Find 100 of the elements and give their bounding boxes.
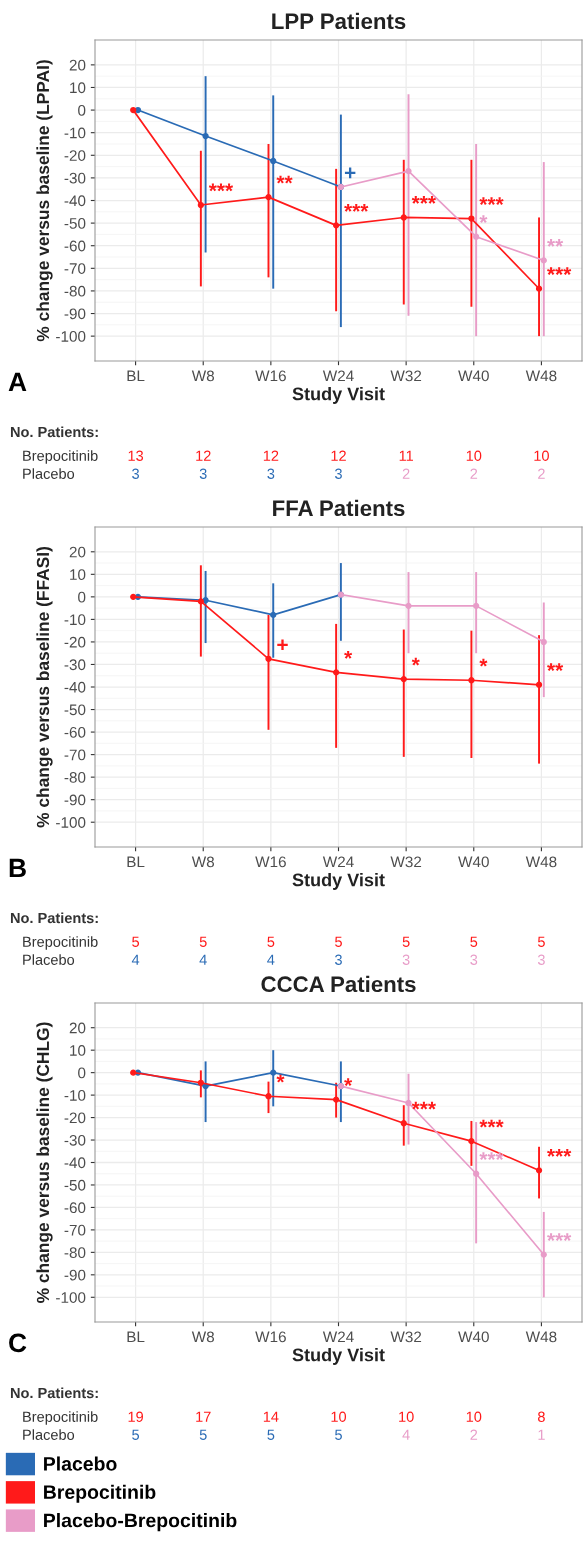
text: No. Patients: <box>10 912 98 924</box>
text: 10 <box>331 1411 347 1422</box>
y-tick-label: -80 <box>64 285 86 297</box>
text: 17 <box>196 1411 211 1422</box>
y-tick-label: -60 <box>64 726 86 738</box>
text: Placebo <box>23 954 75 965</box>
y-tick-label: -90 <box>64 308 86 320</box>
y-tick-label: -80 <box>64 1247 86 1259</box>
text: 10 <box>399 1411 414 1422</box>
y-tick-label: -100 <box>56 817 86 828</box>
annotation: * <box>344 650 353 659</box>
annotation: *** <box>344 203 369 212</box>
y-tick-label: 20 <box>69 59 86 71</box>
x-tick-label: W16 <box>255 1331 286 1343</box>
text: 10 <box>466 1411 482 1422</box>
y-tick-label: -70 <box>64 1224 86 1236</box>
text: 3 <box>470 954 478 965</box>
x-tick-label: W40 <box>458 1331 489 1343</box>
y-tick-label: 0 <box>78 591 86 603</box>
y-tick-label: -40 <box>64 681 86 693</box>
text: 10 <box>534 450 549 461</box>
x-tick-label: W24 <box>322 1331 354 1343</box>
x-tick-label: W16 <box>255 856 286 868</box>
annotation: *** <box>479 197 504 205</box>
chart-title: LPP Patients <box>272 12 406 30</box>
y-tick-label: 20 <box>69 546 86 558</box>
text: 8 <box>538 1411 545 1422</box>
y-axis-title: % change versus baseline (LPPAI) <box>36 60 53 342</box>
text: 2 <box>470 1429 478 1440</box>
y-tick-label: -80 <box>64 772 86 783</box>
legend-label: Placebo-Brepocitinib <box>44 1513 237 1532</box>
text: Brepocitinib <box>23 1411 98 1425</box>
text: 5 <box>470 936 478 947</box>
text: No. Patients: <box>10 1387 98 1399</box>
y-tick-label: -40 <box>64 1157 86 1169</box>
text: 13 <box>128 450 144 461</box>
text: 5 <box>267 936 275 947</box>
x-tick-label: W8 <box>191 370 215 382</box>
text: 1 <box>538 1429 545 1440</box>
text: 19 <box>128 1411 143 1422</box>
text: No. Patients: <box>10 426 98 438</box>
text: A <box>8 372 27 391</box>
y-tick-label: 10 <box>70 569 86 581</box>
text: 5 <box>335 936 342 947</box>
text: 4 <box>402 1429 410 1440</box>
y-tick-label: -50 <box>64 704 86 716</box>
chart-title: FFA Patients <box>273 499 405 517</box>
x-tick-label: W24 <box>322 856 354 868</box>
y-axis-title: % change versus baseline (CHLG) <box>36 1022 53 1303</box>
x-axis-title: Study Visit <box>292 1348 385 1365</box>
text: 3 <box>335 954 342 965</box>
y-tick-label: -60 <box>64 240 86 252</box>
annotation: *** <box>411 1101 436 1110</box>
y-axis-title: % change versus baseline (FFASI) <box>36 546 53 828</box>
text: C <box>9 1333 27 1353</box>
y-tick-label: 0 <box>78 1067 86 1079</box>
annotation: *** <box>411 196 436 204</box>
x-tick-label: BL <box>127 370 145 382</box>
text: 5 <box>402 936 410 947</box>
text: 4 <box>199 954 207 965</box>
y-tick-label: -70 <box>64 749 86 761</box>
x-tick-label: W48 <box>525 370 557 382</box>
text: 12 <box>196 450 211 461</box>
y-tick-label: -60 <box>64 1202 86 1214</box>
y-tick-label: 20 <box>69 1022 86 1034</box>
text: 5 <box>132 1429 140 1440</box>
x-tick-label: W48 <box>525 856 557 868</box>
y-tick-label: -20 <box>64 1112 86 1124</box>
text: 4 <box>131 954 140 965</box>
text: 14 <box>263 1411 279 1422</box>
text: 5 <box>199 1429 207 1440</box>
x-tick-label: W8 <box>191 856 215 868</box>
y-tick-label: -100 <box>56 331 86 342</box>
x-tick-label: W40 <box>458 370 489 382</box>
x-tick-label: BL <box>127 1331 145 1343</box>
text: 5 <box>537 936 545 947</box>
text: 5 <box>267 1429 275 1440</box>
y-tick-label: -30 <box>64 172 86 184</box>
annotation: ** <box>276 175 293 184</box>
annotation: * <box>276 1074 285 1083</box>
text: Placebo <box>23 1429 75 1440</box>
text: 2 <box>402 468 410 479</box>
text: 3 <box>199 468 207 479</box>
y-tick-label: -30 <box>64 659 86 671</box>
text: 4 <box>267 954 275 965</box>
y-tick-label: 10 <box>70 82 86 94</box>
y-tick-label: -20 <box>64 636 86 648</box>
text: 3 <box>402 954 410 965</box>
text: 5 <box>335 1429 342 1440</box>
text: Brepocitinib <box>23 450 98 464</box>
text: 3 <box>537 954 545 965</box>
x-tick-label: W8 <box>191 1331 215 1343</box>
y-tick-label: -50 <box>64 1179 86 1191</box>
y-tick-label: -100 <box>56 1292 86 1303</box>
text: 5 <box>199 936 207 947</box>
annotation: + <box>344 167 356 179</box>
y-tick-label: -10 <box>64 614 86 626</box>
text: 5 <box>132 936 140 947</box>
annotation: *** <box>479 1119 504 1128</box>
y-tick-label: -50 <box>64 217 86 229</box>
